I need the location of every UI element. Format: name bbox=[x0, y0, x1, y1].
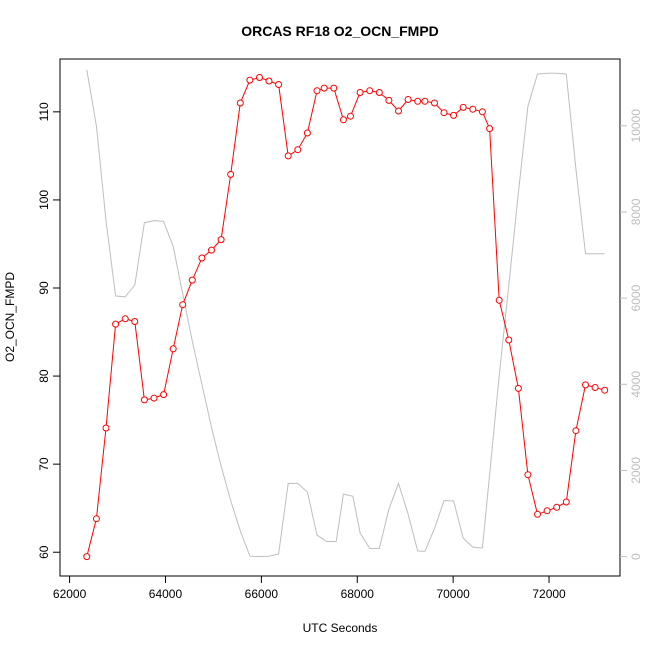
o2-data-point bbox=[562, 498, 570, 506]
o2-data-point bbox=[121, 315, 129, 323]
o2-data-point bbox=[208, 246, 215, 254]
o2-data-point bbox=[320, 84, 328, 92]
o2-data-point bbox=[347, 112, 354, 120]
x-tick-label: 66000 bbox=[245, 587, 279, 601]
o2-data-point bbox=[543, 507, 551, 515]
o2-data-point bbox=[375, 89, 383, 96]
o2-data-point bbox=[284, 152, 292, 160]
y-tick-label: 70 bbox=[37, 457, 51, 471]
o2-data-point bbox=[601, 386, 609, 394]
y-tick-label: 80 bbox=[37, 369, 51, 383]
plot-frame bbox=[59, 58, 621, 577]
o2-data-point bbox=[236, 99, 244, 107]
o2-data-point bbox=[404, 96, 412, 103]
y-tick-label: 100 bbox=[37, 190, 51, 210]
o2-data-point bbox=[256, 74, 263, 81]
o2-data-point bbox=[395, 107, 402, 115]
o2-data-point bbox=[198, 254, 206, 262]
y-tick-label: 90 bbox=[37, 281, 51, 295]
o2-data-point bbox=[431, 99, 438, 107]
o2-data-point bbox=[356, 89, 364, 96]
y-axis: 60 70 80 90 100 110 bbox=[37, 102, 60, 559]
o2-data-point bbox=[131, 318, 139, 325]
o2-data-point bbox=[83, 553, 91, 561]
o2-data-point bbox=[414, 97, 422, 105]
x-tick-label: 70000 bbox=[436, 587, 470, 601]
x-tick-label: 64000 bbox=[149, 587, 183, 601]
o2-data-point bbox=[246, 76, 254, 84]
o2-data-point bbox=[572, 427, 580, 435]
o2-data-point bbox=[169, 345, 177, 353]
o2-data-point bbox=[459, 103, 467, 111]
o2-data-point bbox=[366, 87, 374, 95]
o2-data-point bbox=[339, 116, 347, 124]
o2-data-point bbox=[313, 87, 321, 95]
o2-data-point bbox=[440, 109, 448, 117]
chart-title: ORCAS RF18 O2_OCN_FMPD bbox=[241, 23, 439, 39]
o2-data-point bbox=[112, 320, 120, 328]
o2-data-point bbox=[486, 125, 494, 133]
o2-data-point bbox=[217, 236, 225, 244]
o2-data-point bbox=[92, 515, 100, 523]
o2-data-point bbox=[469, 105, 477, 113]
secondary-series-line bbox=[86, 69, 605, 558]
o2-data-point bbox=[514, 384, 522, 392]
y2-tick-label: 2000 bbox=[629, 457, 643, 484]
x-axis-label: UTC Seconds bbox=[303, 621, 378, 635]
o2-data-point bbox=[150, 394, 158, 402]
y-axis-label: O2_OCN_FMPD bbox=[3, 272, 17, 362]
o2-series-line bbox=[86, 76, 605, 557]
y-tick-label: 60 bbox=[37, 545, 51, 559]
o2-data-point bbox=[265, 77, 273, 85]
o2-data-point bbox=[495, 296, 503, 304]
x-tick-label: 68000 bbox=[341, 587, 375, 601]
o2-data-point bbox=[188, 276, 196, 284]
o2-data-point bbox=[591, 384, 599, 391]
x-tick-label: 72000 bbox=[532, 587, 566, 601]
o2-data-point bbox=[275, 81, 283, 88]
o2-data-point bbox=[160, 391, 168, 399]
y2-tick-label: 6000 bbox=[629, 284, 643, 311]
o2-data-point bbox=[524, 471, 532, 479]
o2-data-point bbox=[227, 170, 235, 178]
y-tick-label: 110 bbox=[37, 102, 51, 121]
o2-data-point bbox=[294, 146, 302, 154]
o2-data-point bbox=[553, 503, 561, 511]
x-tick-label: 62000 bbox=[53, 587, 87, 601]
o2-data-point bbox=[534, 510, 541, 518]
o2-data-point bbox=[179, 301, 187, 309]
right-y-axis: 0 2000 4000 6000 8000 10000 bbox=[620, 109, 643, 560]
o2-data-point bbox=[303, 129, 311, 137]
o2-data-point bbox=[478, 108, 486, 116]
y2-tick-label: 4000 bbox=[629, 371, 643, 398]
y2-tick-label: 0 bbox=[629, 553, 643, 560]
o2-data-point bbox=[505, 336, 513, 344]
o2-data-point bbox=[421, 97, 429, 105]
o2-data-point bbox=[385, 96, 393, 104]
series-layer bbox=[83, 69, 609, 561]
o2-data-point bbox=[102, 424, 110, 432]
o2-data-point bbox=[582, 381, 589, 389]
o2-data-point bbox=[330, 84, 338, 92]
y2-tick-label: 8000 bbox=[629, 198, 643, 225]
x-axis: 62000 64000 66000 68000 70000 72000 bbox=[53, 576, 566, 601]
o2-data-point bbox=[450, 111, 458, 119]
y2-tick-label: 10000 bbox=[629, 109, 643, 143]
o2-data-point bbox=[140, 396, 148, 404]
